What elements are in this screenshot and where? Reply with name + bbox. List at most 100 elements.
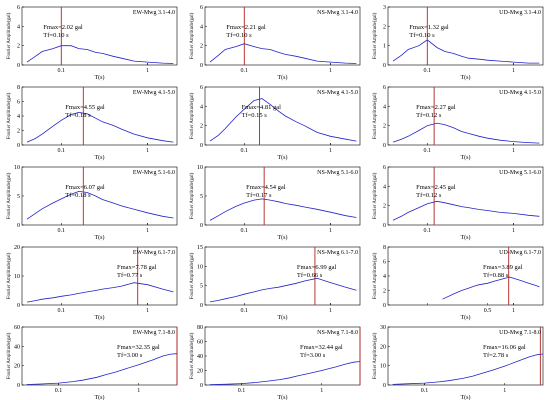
fmax-annotation: Fmax=6.07 gal xyxy=(65,184,105,191)
chart-panel: 0 2 4 6 0.1 1 T(s) Fourier Amplitude(gal) NS-Mwg… xyxy=(190,85,361,161)
chart-panel: 0 2 4 6 0.1 1 T(s) Fourier Amplitude(gal) EW-Mwg… xyxy=(7,5,178,81)
x-axis-label: T(s) xyxy=(95,234,105,241)
y-tick-label: 0 xyxy=(17,63,20,69)
y-tick-label: 0 xyxy=(200,303,203,309)
tf-annotation: Tf=0.10 s xyxy=(43,32,69,39)
x-axis-label: T(s) xyxy=(461,74,471,81)
y-tick-label: 4 xyxy=(383,104,386,110)
x-axis-label: T(s) xyxy=(95,154,105,161)
y-tick-label: 4 xyxy=(17,114,20,120)
y-tick-label: 6 xyxy=(200,85,203,91)
x-tick-label: 1 xyxy=(512,228,515,234)
x-tick-label: 1 xyxy=(137,388,140,394)
y-tick-label: 6 xyxy=(383,260,386,266)
chart-panel: 0 10 20 0.1 1 T(s) Fourier Amplitude(gal) EW-Mw… xyxy=(7,245,178,321)
y-tick-label: 0 xyxy=(200,143,203,149)
y-tick-label: 2 xyxy=(383,289,386,295)
x-tick-label: 0.1 xyxy=(424,148,432,154)
spectrum-line xyxy=(26,45,174,64)
x-tick-label: 1 xyxy=(512,308,515,314)
spectrum-line xyxy=(392,122,540,144)
y-tick-label: 4 xyxy=(17,24,20,30)
y-tick-label: 2 xyxy=(383,24,386,30)
panel-title: NS-Mwg 7.1-8.0 xyxy=(317,330,358,336)
y-tick-label: 40 xyxy=(14,344,20,350)
y-tick-label: 10 xyxy=(14,165,20,171)
y-axis-label: Fourier Amplitude(gal) xyxy=(190,172,195,219)
y-tick-label: 5 xyxy=(200,194,203,200)
panel-title: EW-Mwg 6.1-7.0 xyxy=(133,250,175,256)
y-axis-label: Fourier Amplitude(gal) xyxy=(7,12,12,59)
y-axis-label: Fourier Amplitude(gal) xyxy=(373,12,378,59)
y-axis-label: Fourier Amplitude(gal) xyxy=(7,252,12,299)
x-tick-label: 0.1 xyxy=(421,388,429,394)
spectrum-line xyxy=(26,353,178,385)
tf-annotation: Tf=3.00 s xyxy=(117,352,143,359)
y-tick-label: 0 xyxy=(17,383,20,389)
x-axis-label: T(s) xyxy=(95,314,105,321)
y-tick-label: 0 xyxy=(17,223,20,229)
x-tick-label: 1 xyxy=(329,308,332,314)
spectrum-line xyxy=(209,277,357,303)
x-axis-label: T(s) xyxy=(461,234,471,241)
fmax-annotation: Fmax=2.45 gal xyxy=(416,184,456,191)
fmax-annotation: Fmax=1.32 gal xyxy=(409,24,449,31)
y-tick-label: 2 xyxy=(200,124,203,130)
spectrum-line xyxy=(26,111,174,143)
y-tick-label: 20 xyxy=(380,344,386,350)
x-axis-label: T(s) xyxy=(461,314,471,321)
x-tick-label: 1 xyxy=(512,68,515,74)
fmax-annotation: Fmax=4.81 gal xyxy=(241,104,281,111)
y-tick-label: 15 xyxy=(197,245,203,251)
axes-frame xyxy=(387,326,544,386)
fmax-annotation: Fmax=2.02 gal xyxy=(43,24,83,31)
y-axis-label: Fourier Amplitude(gal) xyxy=(373,332,378,379)
x-tick-label: 1 xyxy=(329,228,332,234)
tf-annotation: Tf=0.10 s xyxy=(409,32,435,39)
y-tick-label: 0 xyxy=(17,303,20,309)
fmax-annotation: Fmax=2.27 gal xyxy=(416,104,456,111)
axes-frame xyxy=(387,86,544,146)
y-tick-label: 1 xyxy=(383,44,386,50)
panel-title: EW-Mwg 4.1-5.0 xyxy=(133,90,175,96)
y-tick-label: 2 xyxy=(383,124,386,130)
y-tick-label: 80 xyxy=(197,325,203,331)
chart-panel: 0 20 40 60 80 0.1 1 T(s) Fourier Amplitude(gal) N… xyxy=(190,325,361,400)
chart-panel: 0 2 4 6 8 0.5 1 T(s) Fourier Amplitude(gal) UD-Mw… xyxy=(373,245,544,321)
y-tick-label: 20 xyxy=(197,369,203,375)
y-axis-label: Fourier Amplitude(gal) xyxy=(190,92,195,139)
chart-panel: 0 2 4 6 0.1 1 T(s) Fourier Amplitude(gal) UD-Mwg… xyxy=(373,85,544,161)
y-tick-label: 60 xyxy=(14,325,20,331)
spectrum-line xyxy=(209,361,361,385)
fmax-annotation: Fmax=7.78 gal xyxy=(117,264,157,271)
chart-panel: 0 2 4 6 0.1 1 T(s) Fourier Amplitude(gal) UD-Mwg… xyxy=(373,165,544,241)
y-axis-label: Fourier Amplitude(gal) xyxy=(190,252,195,299)
spectrum-line xyxy=(392,200,540,221)
y-tick-label: 0 xyxy=(383,223,386,229)
spectrum-line xyxy=(209,198,357,221)
y-tick-label: 40 xyxy=(197,354,203,360)
axes-frame xyxy=(204,86,361,146)
x-tick-label: 1 xyxy=(329,68,332,74)
panel-title: EW-Mwg 3.1-4.0 xyxy=(133,10,175,16)
tf-annotation: Tf=3.00 s xyxy=(300,352,326,359)
y-tick-label: 0 xyxy=(200,63,203,69)
y-tick-label: 20 xyxy=(14,245,20,251)
chart-panel: 0 5 10 15 0.1 1 T(s) Fourier Amplitude(gal) NS-M… xyxy=(190,245,361,321)
x-tick-label: 1 xyxy=(329,148,332,154)
panel-title: UD-Mwg 7.1-8.0 xyxy=(499,330,541,336)
x-tick-label: 1 xyxy=(512,148,515,154)
tf-annotation: Tf=0.88 s xyxy=(483,272,509,279)
panel-title: UD-Mwg 4.1-5.0 xyxy=(499,90,541,96)
fmax-annotation: Fmax=32.35 gal xyxy=(117,344,160,351)
y-axis-label: Fourier Amplitude(gal) xyxy=(190,12,195,59)
y-tick-label: 4 xyxy=(383,274,386,280)
x-axis-label: T(s) xyxy=(95,74,105,81)
y-axis-label: Fourier Amplitude(gal) xyxy=(373,252,378,299)
x-tick-label: 1 xyxy=(320,388,323,394)
x-tick-label: 1 xyxy=(146,68,149,74)
spectrum-line xyxy=(26,190,174,220)
x-axis-label: T(s) xyxy=(95,394,105,400)
x-axis-label: T(s) xyxy=(278,314,288,321)
